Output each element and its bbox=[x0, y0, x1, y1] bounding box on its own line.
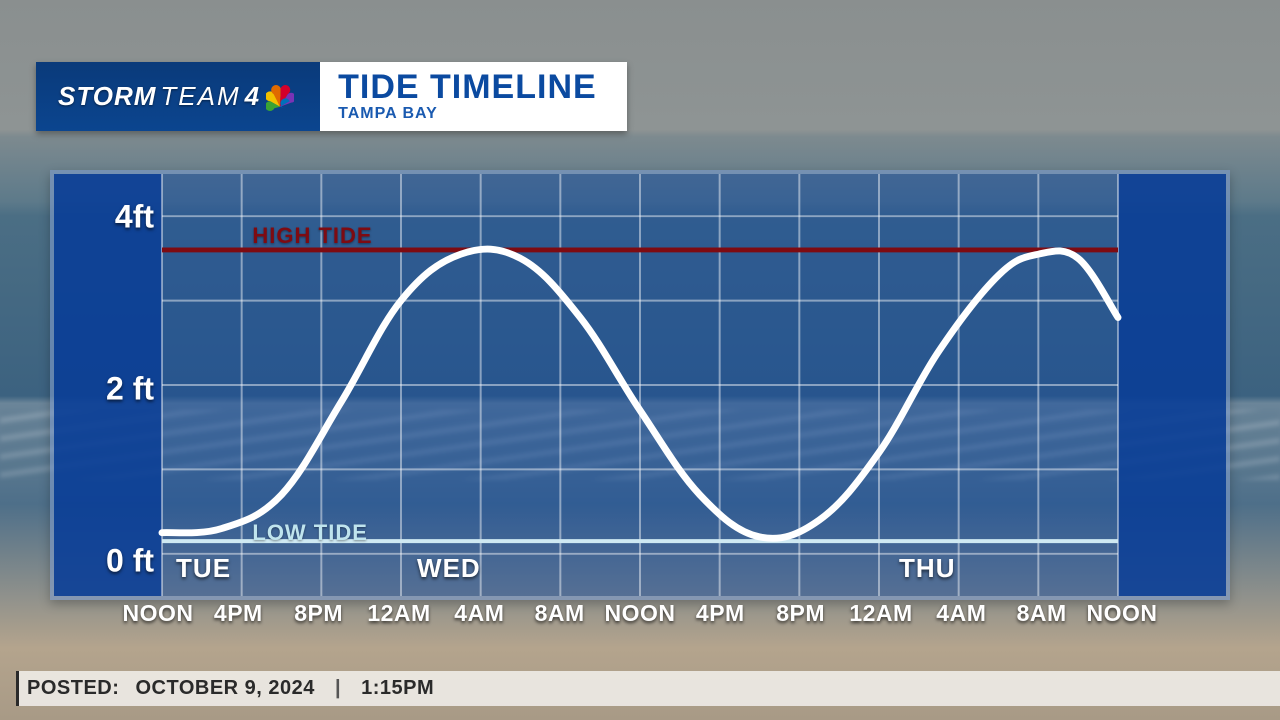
x-tick-label: 8PM bbox=[776, 600, 825, 627]
x-tick-label: 4AM bbox=[454, 600, 504, 627]
posted-time: 1:15PM bbox=[361, 677, 434, 699]
x-tick-label: NOON bbox=[1087, 600, 1158, 627]
right-margin-band bbox=[1118, 174, 1226, 596]
posted-label: POSTED: bbox=[27, 677, 119, 699]
posted-footer: POSTED: OCTOBER 9, 2024 | 1:15PM bbox=[16, 671, 1280, 706]
x-axis-labels: NOON 4PM 8PM 12AM 4AM 8AM NOON 4PM 8PM 12AM 4AM 8AM… bbox=[50, 600, 1230, 640]
title-box: TIDE TIMELINE TAMPA BAY bbox=[320, 62, 627, 131]
x-tick-label: 8AM bbox=[1017, 600, 1067, 627]
x-tick-label: 12AM bbox=[849, 600, 912, 627]
chart-panel: 0 ft 2 ft 4ft HIGH TIDE LOW TIDE TUE WED THU bbox=[50, 170, 1230, 600]
x-tick-label: 4PM bbox=[214, 600, 263, 627]
x-tick-label: 4AM bbox=[936, 600, 986, 627]
posted-date: OCTOBER 9, 2024 bbox=[135, 677, 314, 699]
day-label: THU bbox=[899, 553, 955, 584]
y-tick-label: 4ft bbox=[54, 199, 154, 236]
logo-word-storm: STORM bbox=[58, 81, 156, 112]
x-tick-label: NOON bbox=[123, 600, 194, 627]
y-tick-label: 2 ft bbox=[54, 371, 154, 408]
x-tick-label: 12AM bbox=[367, 600, 430, 627]
x-tick-label: 8PM bbox=[294, 600, 343, 627]
chart-subtitle: TAMPA BAY bbox=[338, 105, 597, 123]
high-tide-label: HIGH TIDE bbox=[252, 223, 372, 249]
chart-title: TIDE TIMELINE bbox=[338, 68, 597, 107]
header-bar: STORM TEAM 4 TIDE TIMELINE TAMPA BAY bbox=[36, 62, 627, 131]
nbc-peacock-icon bbox=[266, 83, 294, 111]
x-tick-label: 8AM bbox=[535, 600, 585, 627]
y-tick-label: 0 ft bbox=[54, 543, 154, 580]
low-tide-label: LOW TIDE bbox=[252, 520, 368, 546]
day-label: WED bbox=[417, 553, 481, 584]
x-tick-label: NOON bbox=[605, 600, 676, 627]
logo-word-team: TEAM bbox=[160, 81, 240, 112]
logo-number: 4 bbox=[245, 81, 260, 112]
footer-separator: | bbox=[335, 677, 341, 699]
x-tick-label: 4PM bbox=[696, 600, 745, 627]
station-logo: STORM TEAM 4 bbox=[36, 62, 320, 131]
day-label: TUE bbox=[176, 553, 231, 584]
